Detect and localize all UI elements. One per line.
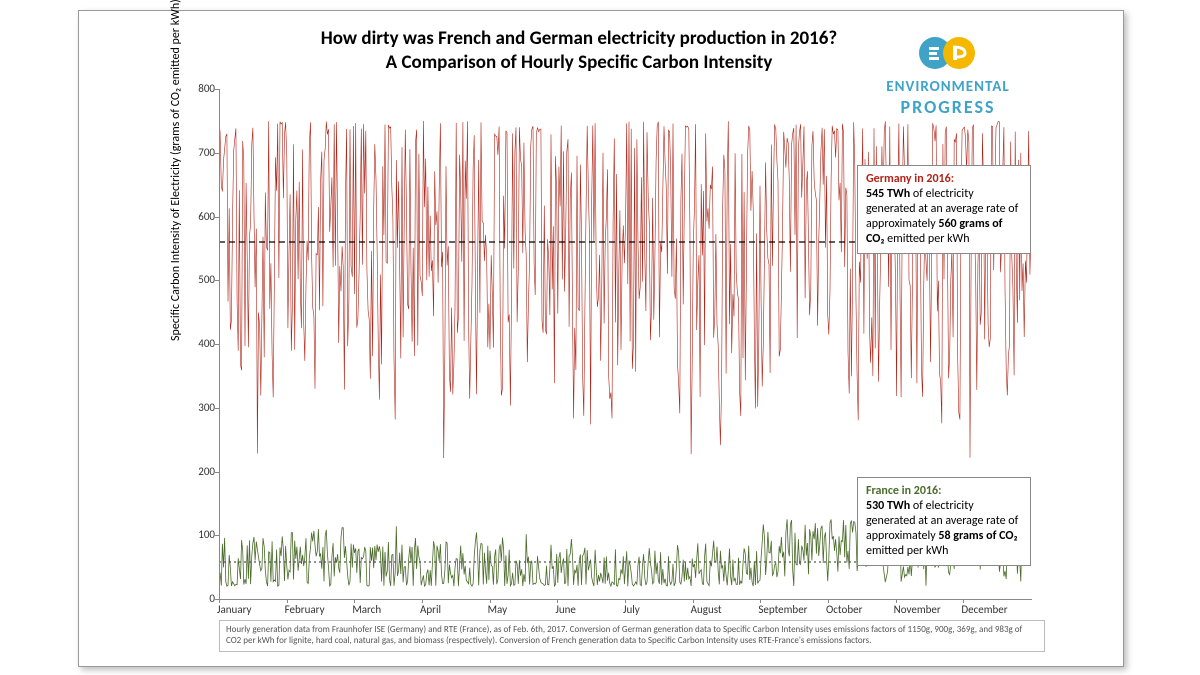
y-tick-mark [215,535,219,536]
x-tick-mark [557,599,558,603]
x-tick-label: March [352,603,381,616]
x-tick-mark [693,599,694,603]
x-tick-mark [354,599,355,603]
callout-france-title: France in 2016: [866,484,941,498]
x-tick-label: August [691,603,722,616]
x-tick-mark [219,599,220,603]
y-tick-mark [215,153,219,154]
x-tick-label: June [555,603,576,616]
title-block: How dirty was French and German electric… [199,27,959,75]
x-tick-mark [625,599,626,603]
y-tick-mark [215,217,219,218]
x-tick-label: April [420,603,441,616]
y-tick-label: 400 [187,337,215,350]
y-axis-label: Specific Carbon Intensity of Electricity… [169,0,183,341]
x-tick-label: February [285,603,325,616]
x-tick-label: September [758,603,807,616]
y-tick-label: 300 [187,401,215,414]
y-tick-mark [215,344,219,345]
y-tick-label: 0 [187,592,215,605]
chart-frame: How dirty was French and German electric… [78,10,1124,667]
x-tick-mark [287,599,288,603]
callout-france-val: 58 grams of CO₂ [938,529,1017,543]
x-tick-mark [490,599,491,603]
footer-source-note: Hourly generation data from Fraunhofer I… [219,620,1045,652]
callout-germany-suffix: emitted per kWh [884,232,969,246]
x-tick-label: July [623,603,640,616]
title-line-1: How dirty was French and German electric… [199,27,959,51]
x-tick-label: October [826,603,862,616]
x-tick-mark [896,599,897,603]
x-tick-mark [963,599,964,603]
y-tick-label: 600 [187,210,215,223]
y-tick-mark [215,408,219,409]
callout-germany-twh: 545 TWh [866,187,910,201]
callout-germany: Germany in 2016: 545 TWh of electricity … [857,165,1031,254]
x-tick-label: January [217,603,251,616]
callout-france-suffix: emitted per kWh [866,544,948,558]
x-tick-label: December [961,603,1007,616]
logo-icon [913,33,983,73]
callout-france-twh: 530 TWh [866,499,910,513]
y-tick-label: 100 [187,528,215,541]
y-tick-mark [215,472,219,473]
title-line-2: A Comparison of Hourly Specific Carbon I… [199,51,959,75]
callout-germany-title: Germany in 2016: [866,172,954,186]
y-tick-mark [215,89,219,90]
y-tick-label: 800 [187,82,215,95]
callout-france: France in 2016: 530 TWh of electricity g… [857,477,1031,566]
y-tick-label: 500 [187,273,215,286]
x-tick-mark [422,599,423,603]
y-tick-mark [215,280,219,281]
y-tick-label: 200 [187,465,215,478]
x-tick-mark [760,599,761,603]
x-tick-mark [828,599,829,603]
x-tick-label: November [894,603,941,616]
page-root: How dirty was French and German electric… [0,0,1200,675]
y-tick-label: 700 [187,146,215,159]
x-tick-label: May [488,603,507,616]
